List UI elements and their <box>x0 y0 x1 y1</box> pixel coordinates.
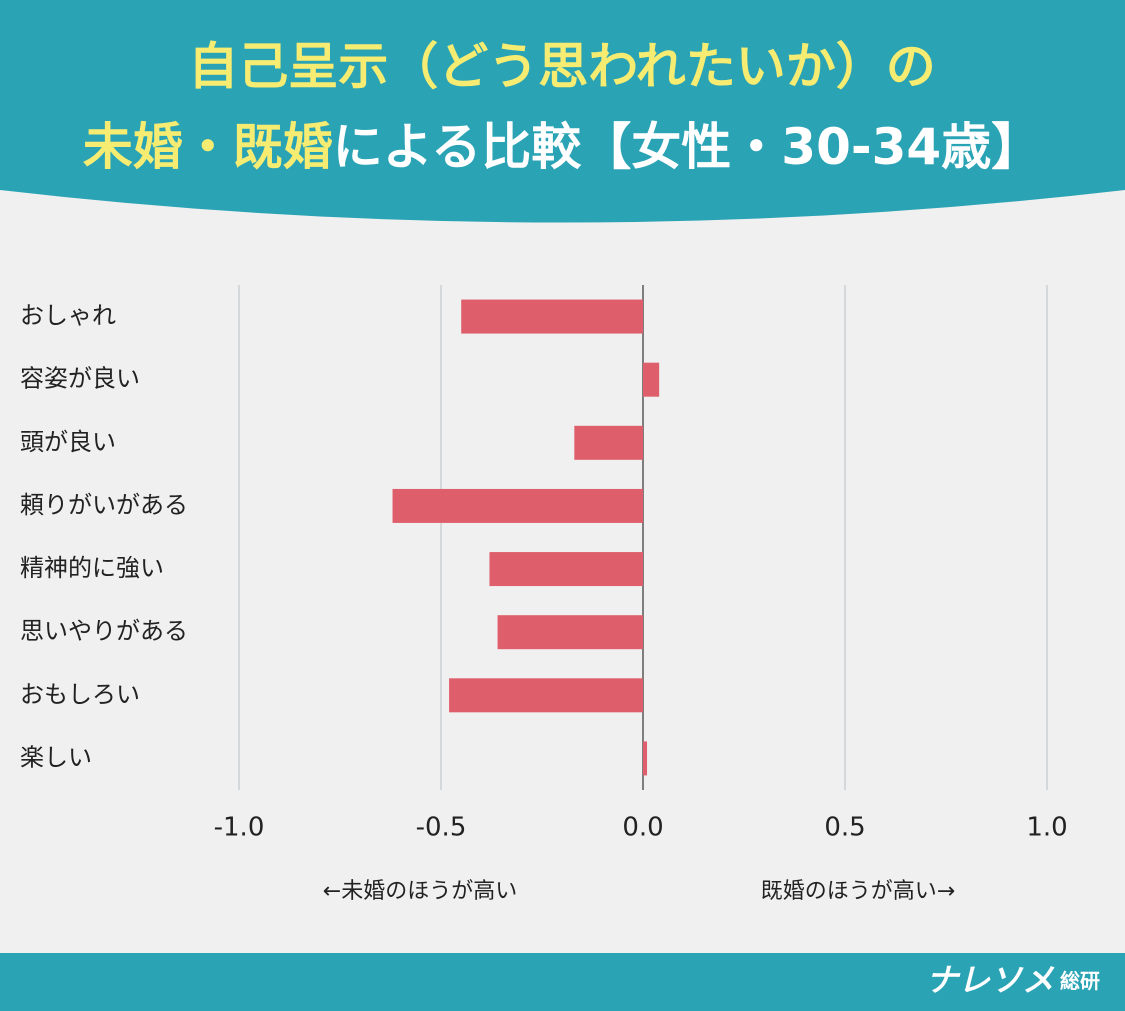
bar <box>574 425 643 460</box>
y-tick-label: 頼りがいがある <box>20 491 188 519</box>
x-tick-label: 0.5 <box>824 813 865 843</box>
annotation-left: ←未婚のほうが高い <box>323 879 517 904</box>
annotation-right: 既婚のほうが高い→ <box>761 879 955 904</box>
header-band <box>0 0 1125 223</box>
bar <box>392 488 643 523</box>
title-rest: による比較【女性・30-34歳】 <box>333 118 1041 176</box>
title-highlight: 未婚・既婚 <box>83 118 333 176</box>
title-line2: 未婚・既婚による比較【女性・30-34歳】 <box>83 118 1041 176</box>
bar <box>643 362 660 397</box>
y-tick-label: 容姿が良い <box>20 365 140 393</box>
y-tick-label: 楽しい <box>20 743 92 771</box>
brand-suffix: 総研 <box>1060 969 1100 993</box>
y-tick-label: 精神的に強い <box>20 554 164 582</box>
brand-name: ナレソメ <box>926 961 1055 999</box>
x-tick-label: -1.0 <box>214 813 265 843</box>
bar <box>643 741 648 776</box>
bar <box>497 615 643 650</box>
y-tick-label: 頭が良い <box>20 428 116 456</box>
y-tick-label: おしゃれ <box>20 302 116 330</box>
title-line1: 自己呈示（どう思われたいか）の <box>188 38 936 96</box>
bar <box>489 552 643 587</box>
x-tick-label: 1.0 <box>1026 813 1067 843</box>
y-tick-label: おもしろい <box>20 680 140 708</box>
footer-band <box>0 953 1125 1011</box>
bar <box>449 678 643 713</box>
x-tick-label: 0.0 <box>622 813 663 843</box>
footer-brand: ナレソメ 総研 <box>926 961 1100 999</box>
x-tick-label: -0.5 <box>416 813 467 843</box>
bar <box>461 299 643 334</box>
y-tick-label: 思いやりがある <box>20 617 188 645</box>
